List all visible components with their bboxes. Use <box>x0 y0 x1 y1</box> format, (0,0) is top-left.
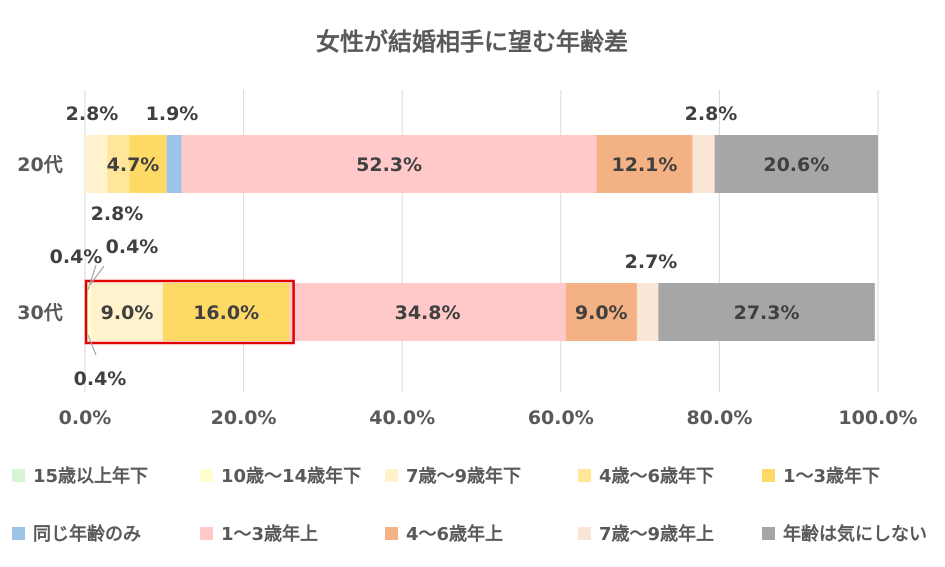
legend-item: 4～6歳年上 <box>385 523 503 545</box>
legend-label: 7歳～9歳年下 <box>406 465 521 487</box>
legend-item: 1～3歳年下 <box>762 465 880 487</box>
leader-line <box>87 264 97 291</box>
x-tick-label: 20.0% <box>211 407 277 429</box>
data-label: 52.3% <box>356 154 422 176</box>
data-label: 0.4% <box>50 246 103 268</box>
category-label: 30代 <box>17 302 62 324</box>
data-label: 4.7% <box>107 154 160 176</box>
legend-item: 7歳～9歳年上 <box>578 523 714 545</box>
x-tick-label: 60.0% <box>528 407 594 429</box>
legend-swatch <box>385 469 398 482</box>
legend-label: 10歳～14歳年下 <box>221 465 361 487</box>
legend-swatch <box>12 527 25 540</box>
leader-line <box>89 265 105 286</box>
bar-segment <box>162 283 290 341</box>
data-label: 9.0% <box>101 302 154 324</box>
bars <box>84 135 878 345</box>
bar-segment <box>596 135 693 193</box>
bar-segment <box>88 283 92 341</box>
data-label: 9.0% <box>575 302 628 324</box>
legend-label: 4歳～6歳年下 <box>599 465 714 487</box>
chart-title: 女性が結婚相手に望む年齢差 <box>316 28 628 56</box>
x-tick-label: 0.0% <box>59 407 112 429</box>
bar-segment <box>658 283 875 341</box>
legend-swatch <box>200 527 213 540</box>
bar-segment <box>289 283 566 341</box>
legend-swatch <box>762 527 775 540</box>
data-labels: 2.8%2.8%4.7%1.9%52.3% 12.1%2.8%20.6%0.4% 0… <box>50 103 830 390</box>
data-label: 0.4% <box>74 368 127 390</box>
legend-swatch <box>12 469 25 482</box>
x-tick-label: 40.0% <box>369 407 435 429</box>
data-label: 2.8% <box>91 203 144 225</box>
data-label: 2.7% <box>625 251 678 273</box>
legend-swatch <box>200 469 213 482</box>
legend-label: 同じ年齢のみ <box>33 523 141 545</box>
data-label: 27.3% <box>734 302 800 324</box>
bar-segment <box>714 135 878 193</box>
legend-item: 15歳以上年下 <box>12 465 148 487</box>
bar-segment <box>166 135 182 193</box>
legend-item: 同じ年齢のみ <box>12 523 141 545</box>
legend-item: 年齢は気にしない <box>762 523 927 545</box>
legend-swatch <box>578 469 591 482</box>
data-label: 12.1% <box>612 154 678 176</box>
leader-line <box>87 334 97 356</box>
data-label: 16.0% <box>193 302 259 324</box>
bar-segment <box>85 135 108 193</box>
bar-segment <box>107 135 130 193</box>
legend-label: 7歳～9歳年上 <box>599 523 714 545</box>
bar-segment <box>129 135 167 193</box>
legend-item: 10歳～14歳年下 <box>200 465 361 487</box>
category-label: 20代 <box>17 154 62 176</box>
legend-item: 7歳～9歳年下 <box>385 465 521 487</box>
data-label: 2.8% <box>66 103 119 125</box>
legend-item: 4歳～6歳年下 <box>578 465 714 487</box>
bar-segment <box>181 135 597 193</box>
legend-label: 1～3歳年下 <box>783 465 880 487</box>
legend-swatch <box>762 469 775 482</box>
legend-swatch <box>578 527 591 540</box>
bar-segment <box>91 283 163 341</box>
data-label: 2.8% <box>685 103 738 125</box>
legend-label: 年齢は気にしない <box>783 523 927 545</box>
legend-swatch <box>385 527 398 540</box>
x-tick-label: 100.0% <box>838 407 917 429</box>
legend-label: 4～6歳年上 <box>406 523 503 545</box>
highlight-box <box>84 279 295 345</box>
x-tick-label: 80.0% <box>686 407 752 429</box>
bar-segment <box>636 283 659 341</box>
data-label: 0.4% <box>106 236 159 258</box>
axis: 0.0% 20.0% 40.0% 60.0% 80.0% 100.0% 20代 30代 <box>17 154 917 429</box>
legend-item: 1～3歳年上 <box>200 523 318 545</box>
data-label: 34.8% <box>395 302 461 324</box>
legend-label: 15歳以上年下 <box>33 465 148 487</box>
bar-segment <box>565 283 637 341</box>
bar-segment <box>692 135 715 193</box>
legend-label: 1～3歳年上 <box>221 523 318 545</box>
legend: 15歳以上年下 10歳～14歳年下 7歳～9歳年下 4歳～6歳年下 1～3歳年下同じ年齢… <box>12 465 927 545</box>
data-label: 20.6% <box>763 154 829 176</box>
data-label: 1.9% <box>146 103 199 125</box>
